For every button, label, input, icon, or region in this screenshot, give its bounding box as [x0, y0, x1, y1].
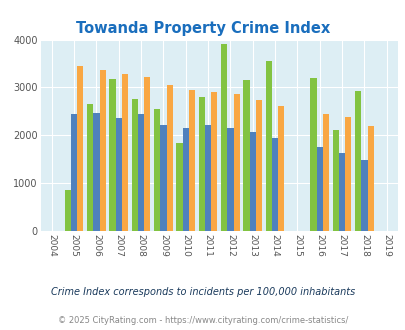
Bar: [338, 153, 344, 231]
Bar: [160, 125, 166, 231]
Bar: [227, 128, 233, 231]
Bar: [77, 66, 83, 231]
Bar: [166, 85, 173, 231]
Text: Towanda Property Crime Index: Towanda Property Crime Index: [76, 21, 329, 36]
Bar: [144, 77, 150, 231]
Bar: [322, 114, 328, 231]
Bar: [249, 132, 255, 231]
Bar: [176, 143, 182, 231]
Bar: [220, 44, 227, 231]
Bar: [99, 70, 106, 231]
Bar: [277, 106, 284, 231]
Bar: [93, 113, 99, 231]
Text: Crime Index corresponds to incidents per 100,000 inhabitants: Crime Index corresponds to incidents per…: [51, 287, 354, 297]
Bar: [265, 61, 271, 231]
Bar: [64, 190, 71, 231]
Bar: [71, 114, 77, 231]
Bar: [122, 74, 128, 231]
Bar: [243, 80, 249, 231]
Bar: [354, 91, 360, 231]
Bar: [332, 130, 338, 231]
Bar: [131, 99, 138, 231]
Bar: [316, 147, 322, 231]
Bar: [271, 138, 277, 231]
Bar: [109, 79, 115, 231]
Bar: [115, 117, 122, 231]
Bar: [138, 114, 144, 231]
Text: © 2025 CityRating.com - https://www.cityrating.com/crime-statistics/: © 2025 CityRating.com - https://www.city…: [58, 315, 347, 325]
Bar: [344, 116, 351, 231]
Bar: [211, 92, 217, 231]
Bar: [309, 78, 316, 231]
Bar: [87, 104, 93, 231]
Bar: [205, 125, 211, 231]
Bar: [198, 97, 205, 231]
Bar: [182, 128, 188, 231]
Bar: [153, 110, 160, 231]
Bar: [367, 126, 373, 231]
Bar: [233, 94, 239, 231]
Bar: [255, 100, 262, 231]
Bar: [360, 160, 367, 231]
Bar: [188, 90, 195, 231]
